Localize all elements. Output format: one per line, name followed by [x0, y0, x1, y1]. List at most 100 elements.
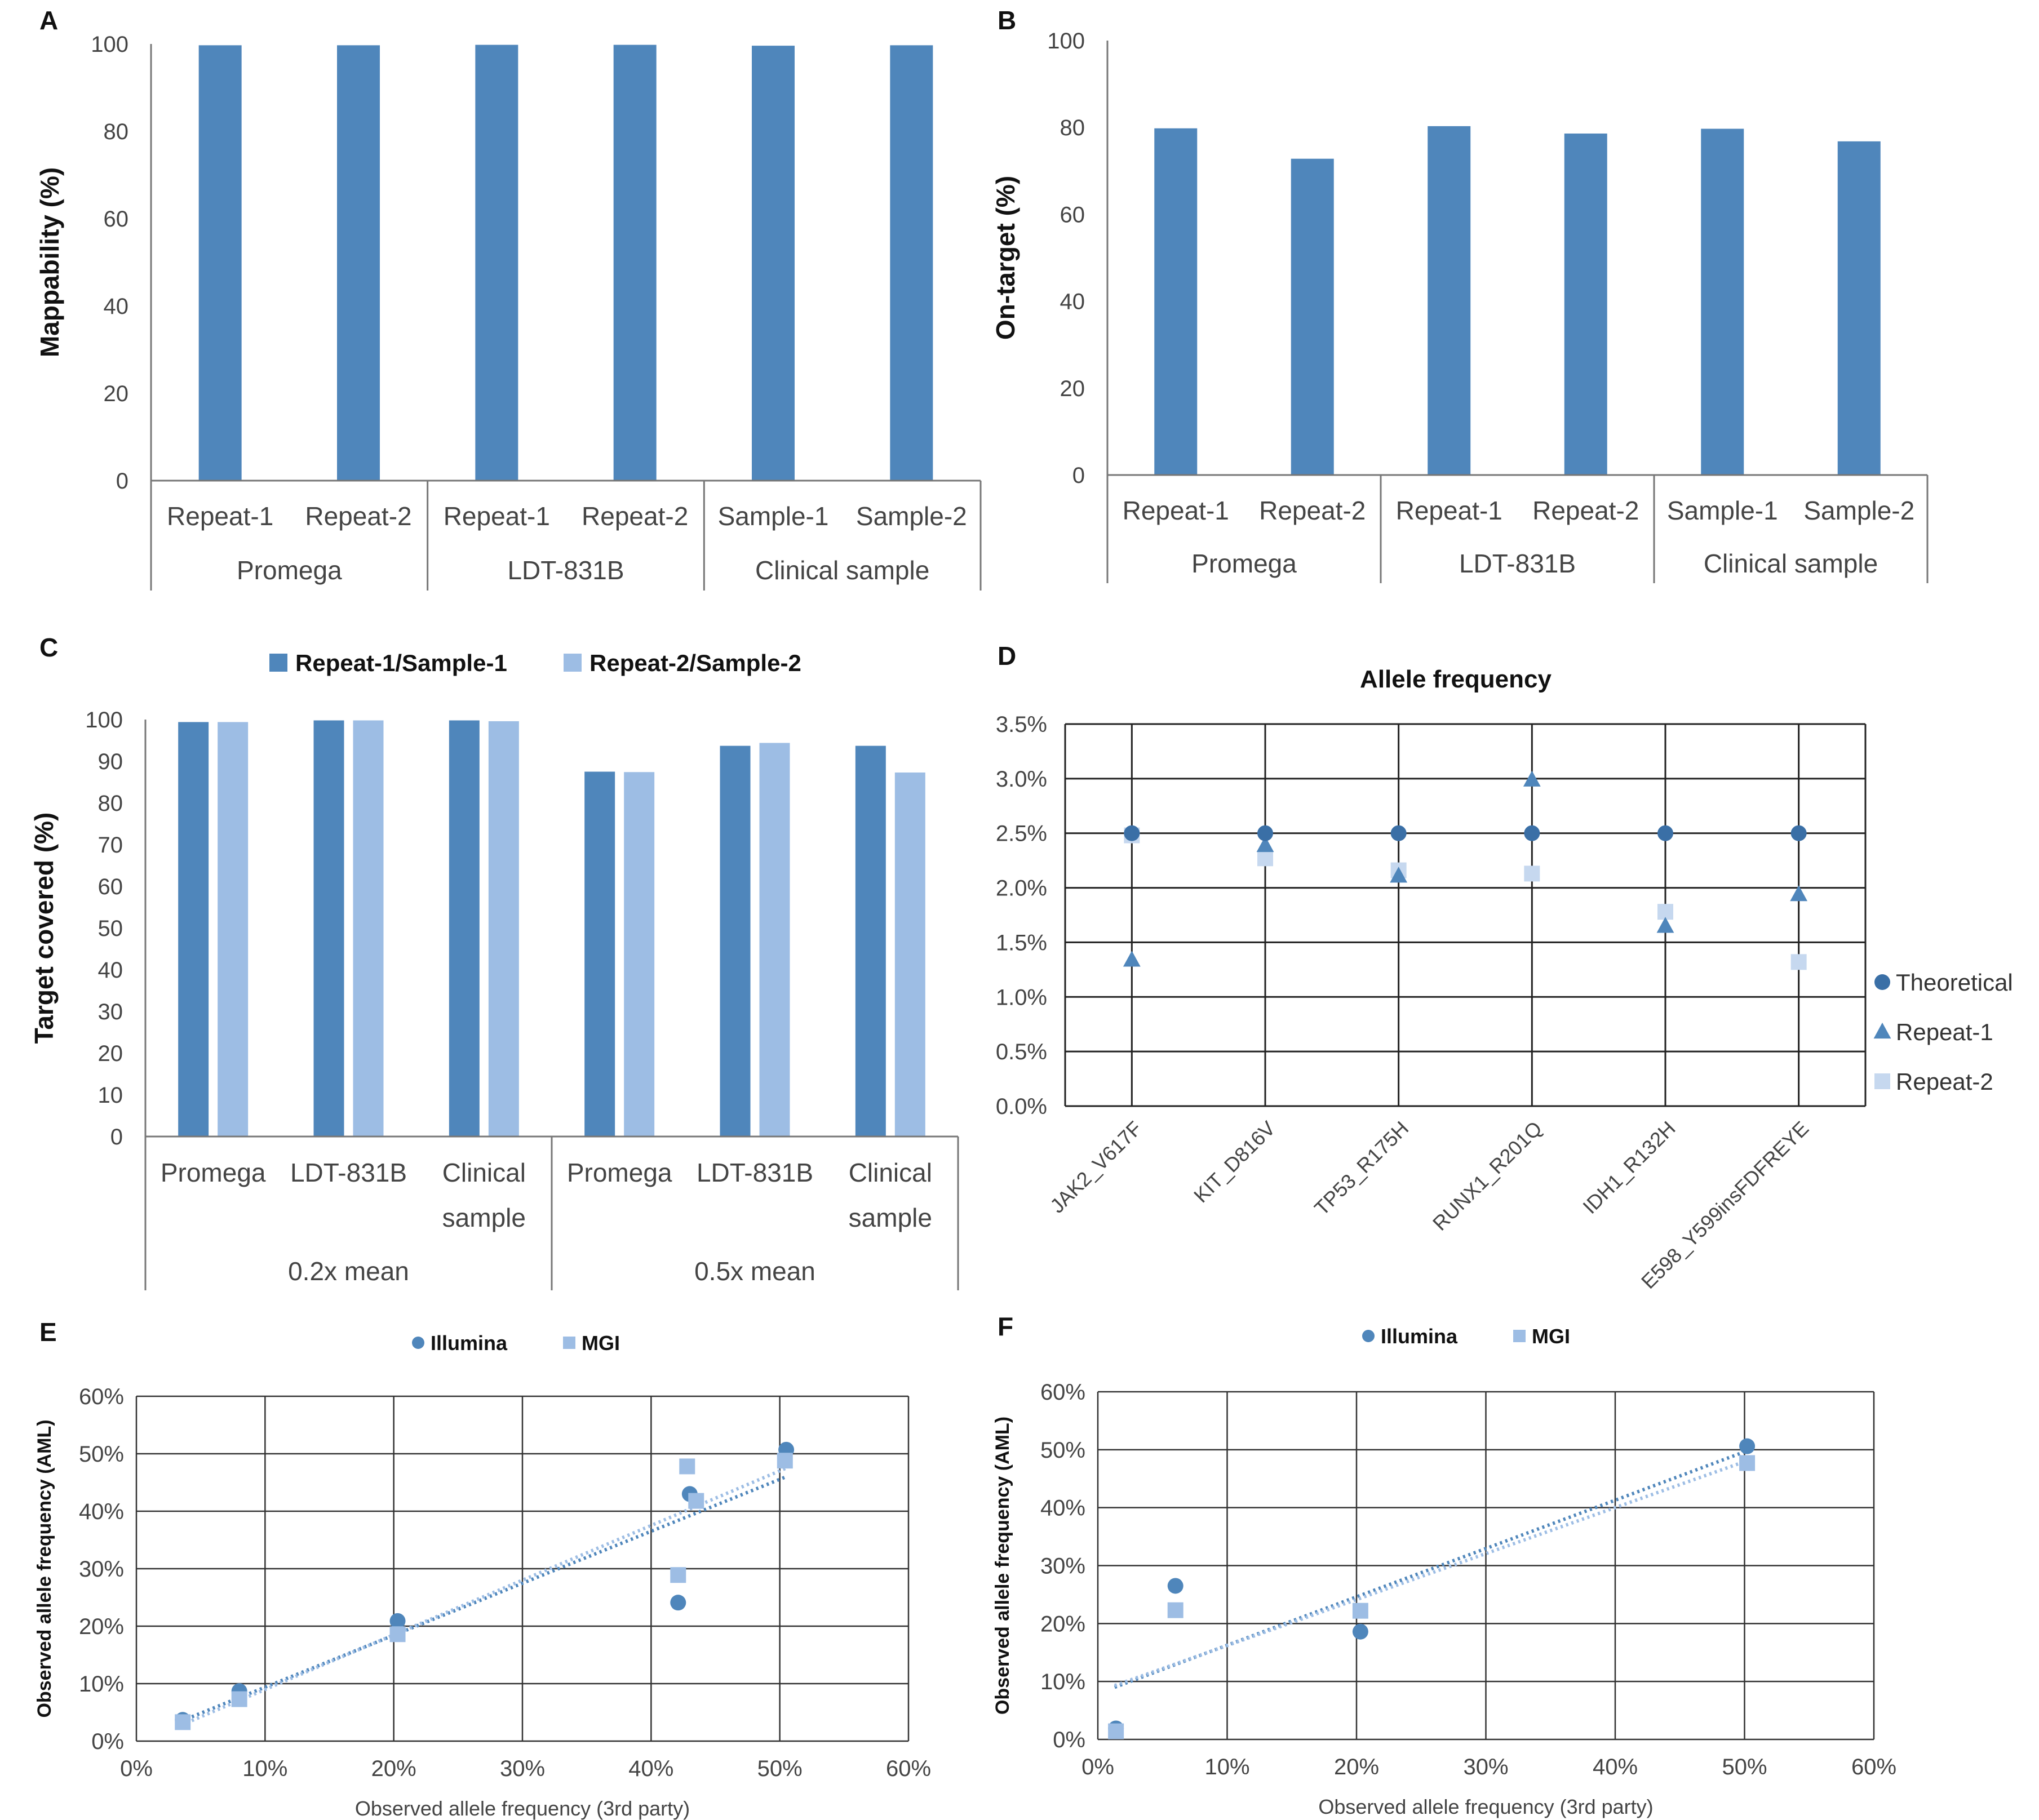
group-label: 0.5x mean — [694, 1257, 815, 1286]
y-tick-label: 90 — [98, 749, 123, 774]
x-axis-title: Observed allele frequency (3rd party) — [355, 1797, 690, 1820]
y-tick-label: 100 — [1047, 29, 1085, 54]
group-label: 0.2x mean — [288, 1257, 409, 1286]
y-tick-label: 20 — [98, 1041, 123, 1066]
bar — [1428, 126, 1471, 476]
category-label: Sample-2 — [1803, 496, 1914, 525]
y-tick-label: 0.0% — [996, 1094, 1047, 1119]
chart-D: Allele frequency 0.0% 0.5% 1.0% 1.5% 2.0% 2.5%… — [996, 665, 2013, 1293]
bar — [613, 45, 657, 481]
x-tick-label: 30% — [1463, 1755, 1508, 1779]
y-tick-label: 3.5% — [996, 712, 1047, 737]
x-tick-label: 40% — [628, 1756, 673, 1781]
y-tick-label: 0.5% — [996, 1040, 1047, 1064]
data-point — [1352, 1623, 1368, 1640]
legend-marker — [412, 1337, 424, 1349]
category-label: sample — [442, 1203, 526, 1232]
bar — [720, 745, 751, 1137]
data-point — [1524, 825, 1540, 841]
category-label: Sample-1 — [718, 501, 829, 531]
bar — [1564, 133, 1607, 475]
chart-B: 0 20 40 60 80 100 On-target (%) Repeat-1 Repeat-… — [991, 29, 1929, 583]
category-label: Promega — [567, 1158, 672, 1187]
y-tick-label: 60 — [104, 207, 129, 232]
x-axis-title: Observed allele frequency (3rd party) — [1318, 1795, 1653, 1818]
legend-marker — [1362, 1330, 1375, 1342]
bar — [890, 45, 933, 481]
y-axis-title: On-target (%) — [991, 176, 1020, 340]
bar — [337, 45, 380, 481]
legend-marker — [563, 1337, 575, 1349]
category-label: Repeat-1 — [1123, 496, 1229, 525]
legend-swatch — [269, 654, 287, 672]
category-label: IDH1_R132H — [1578, 1117, 1679, 1218]
legend-label: Repeat-1 — [1896, 1019, 1993, 1045]
bar — [584, 771, 615, 1137]
bar — [752, 46, 795, 481]
bar — [759, 743, 790, 1137]
data-point — [1739, 1438, 1756, 1454]
y-tick-label: 50% — [1040, 1438, 1085, 1463]
bar — [1701, 128, 1744, 475]
bar — [624, 772, 655, 1137]
x-tick-label: 20% — [371, 1756, 416, 1781]
chart-A: 0 20 40 60 80 100 Mappability (%) Repeat-1 Repea… — [35, 32, 982, 591]
data-point — [1523, 770, 1541, 787]
data-point — [1790, 825, 1807, 841]
y-tick-label: 60 — [1060, 202, 1085, 227]
category-label: TP53_R175H — [1310, 1117, 1413, 1220]
data-point — [1124, 825, 1140, 841]
y-axis-title: Observed allele frequency (AML) — [34, 1419, 55, 1717]
bar — [178, 722, 209, 1137]
y-tick-label: 10% — [79, 1672, 124, 1697]
y-tick-label: 100 — [85, 708, 123, 733]
y-tick-label: 3.0% — [996, 767, 1047, 792]
panel-label-E: E — [39, 1317, 57, 1347]
y-tick-label: 80 — [104, 119, 129, 144]
panel-label-A: A — [39, 6, 58, 35]
category-label: sample — [849, 1203, 932, 1232]
panel-label-D: D — [998, 641, 1016, 671]
group-label: Promega — [1191, 549, 1297, 578]
data-point — [1739, 1455, 1756, 1471]
data-point — [231, 1691, 247, 1707]
category-label: Promega — [161, 1158, 266, 1187]
category-label: Repeat-2 — [1532, 496, 1639, 525]
legend-marker — [1513, 1330, 1526, 1342]
category-label: Repeat-2 — [582, 501, 688, 531]
bar — [475, 45, 518, 481]
data-point — [1656, 917, 1674, 933]
bar — [1291, 158, 1334, 475]
data-point — [175, 1714, 191, 1730]
legend-label: Illumina — [431, 1331, 508, 1355]
legend-label: Repeat-2/Sample-2 — [589, 650, 801, 676]
y-tick-label: 1.5% — [996, 930, 1047, 955]
data-point — [679, 1458, 695, 1475]
chart-E: 0% 10% 20% 30% 40% 50% 60% 0% 10% 20% 30% 40% 50% 60%… — [34, 1331, 931, 1820]
y-tick-label: 50% — [79, 1442, 124, 1467]
legend-label: MGI — [1532, 1325, 1570, 1348]
x-tick-label: 50% — [757, 1756, 803, 1781]
y-tick-label: 20% — [79, 1614, 124, 1639]
data-point — [1257, 825, 1273, 841]
bar — [1837, 141, 1881, 475]
bar — [218, 722, 249, 1137]
x-tick-label: 60% — [886, 1756, 931, 1781]
category-label: Sample-1 — [1667, 496, 1778, 525]
category-label: Repeat-1 — [167, 501, 273, 531]
y-tick-label: 40 — [1060, 290, 1085, 314]
data-point — [389, 1626, 406, 1643]
data-point — [1108, 1723, 1124, 1739]
y-tick-label: 60 — [98, 875, 123, 899]
y-tick-label: 0% — [1053, 1728, 1085, 1752]
bar — [313, 720, 344, 1137]
panel-label-F: F — [998, 1312, 1013, 1341]
data-point — [670, 1567, 686, 1583]
data-point — [1167, 1602, 1183, 1618]
group-label: LDT-831B — [507, 556, 624, 585]
x-tick-label: 20% — [1334, 1755, 1379, 1779]
legend-label: Repeat-1/Sample-1 — [295, 650, 507, 676]
trendline — [180, 1475, 787, 1723]
bar — [488, 721, 519, 1137]
